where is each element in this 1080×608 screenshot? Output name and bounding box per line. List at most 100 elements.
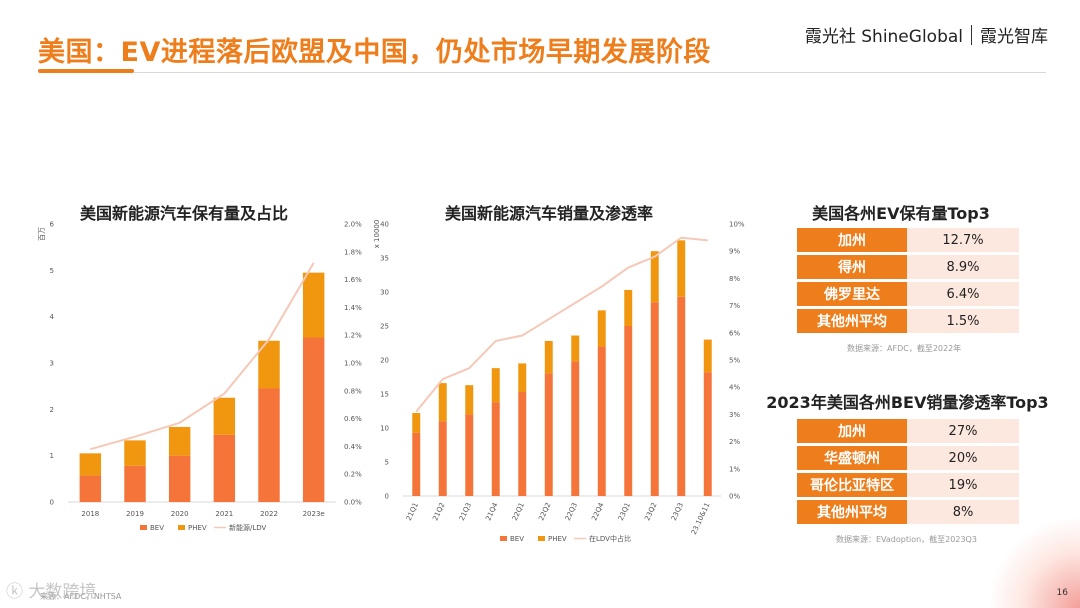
y2-tick-label: 8% xyxy=(729,275,740,283)
y2-tick-label: 7% xyxy=(729,302,740,310)
corner-decoration xyxy=(990,518,1080,608)
watermark-text: 大数跨境 xyxy=(28,582,97,602)
y2-tick-label: 1.4% xyxy=(344,304,362,312)
bar-phev xyxy=(518,363,527,392)
y-tick-label: 5 xyxy=(50,267,54,275)
table1-value: 1.5% xyxy=(907,309,1019,333)
bar-phev xyxy=(624,289,633,326)
title-underline xyxy=(38,69,134,73)
legend-label: 新能源/LDV xyxy=(229,523,267,532)
table1-value: 12.7% xyxy=(907,228,1019,252)
chart2-sales: 0 5 10 15 20 25 30 35 40 0% 1% 2% 3% 4% 5% 6% 7% 8% 9% 10% x… xyxy=(373,220,745,543)
y2-tick-label: 1.6% xyxy=(344,276,362,284)
bar-phev xyxy=(597,310,606,347)
table1-row: 佛罗里达 6.4% xyxy=(797,282,1019,306)
bar-phev xyxy=(124,440,146,466)
bar-phev xyxy=(650,251,659,303)
bar-bev xyxy=(465,414,474,496)
table2-value: 19% xyxy=(907,473,1019,497)
y-tick-label: 15 xyxy=(380,391,389,399)
table2-state: 哥伦比亚特区 xyxy=(797,473,907,497)
y2-tick-label: 6% xyxy=(729,329,740,337)
watermark: ⓚ 大数跨境 xyxy=(6,577,96,602)
table2-row: 哥伦比亚特区 19% xyxy=(797,473,1019,497)
bar-phev xyxy=(302,272,325,338)
x-tick-label: 2019 xyxy=(126,510,144,518)
table1-row: 得州 8.9% xyxy=(797,255,1019,279)
y2-tick-label: 5% xyxy=(729,357,740,365)
table1-row: 加州 12.7% xyxy=(797,228,1019,252)
x-tick-label: 23Q1 xyxy=(617,501,632,521)
x-tick-label: 2021 xyxy=(215,510,233,518)
page-number: 16 xyxy=(1056,588,1068,598)
chart1-holdings: 0 1 2 3 4 5 6 0.0% 0.2% 0.4% 0.6% 0.8% 1.0% 1.2% 1.4% 1… xyxy=(38,221,362,533)
y2-tick-label: 0.4% xyxy=(344,443,362,451)
brand-separator xyxy=(971,24,972,45)
y-axis-label: x 10000 xyxy=(373,220,381,249)
bar-bev xyxy=(518,391,527,496)
table1-ev-holdings: 加州 12.7% 得州 8.9% 佛罗里达 6.4% 其他州平均 1.5% xyxy=(797,225,1019,336)
y2-tick-label: 0.8% xyxy=(344,387,362,395)
x-tick-label: 23Q3 xyxy=(670,501,685,521)
page-title: 美国：EV进程落后欧盟及中国，仍处市场早期发展阶段 xyxy=(38,37,711,68)
y2-tick-label: 3% xyxy=(729,411,740,419)
legend-label: BEV xyxy=(150,524,164,532)
x-tick-label: 2018 xyxy=(81,510,99,518)
legend-swatch xyxy=(140,525,147,530)
y-tick-label: 30 xyxy=(380,289,389,297)
bar-phev xyxy=(544,340,553,374)
bar-bev xyxy=(302,337,325,502)
bar-bev xyxy=(213,434,236,502)
bar-bev xyxy=(597,346,606,496)
table2-row: 其他州平均 8% xyxy=(797,500,1019,524)
watermark-icon: ⓚ xyxy=(6,582,23,602)
bar-phev xyxy=(571,335,580,362)
y-tick-label: 0 xyxy=(385,493,389,501)
legend-label: PHEV xyxy=(188,524,207,532)
chart2-title: 美国新能源汽车销量及渗透率 xyxy=(445,204,654,223)
y-tick-label: 6 xyxy=(50,221,55,229)
x-tick-label: 22Q3 xyxy=(564,501,579,521)
bar-bev xyxy=(571,361,580,496)
table1-source: 数据来源：AFDC，截至2022年 xyxy=(847,344,962,353)
bar-bev xyxy=(412,432,421,496)
y2-tick-label: 0% xyxy=(729,493,740,501)
bar-bev xyxy=(703,372,712,496)
bar-phev xyxy=(465,385,474,415)
table2-title: 2023年美国各州BEV销量渗透率Top3 xyxy=(766,393,1049,412)
y2-tick-label: 2% xyxy=(729,438,740,446)
y-tick-label: 2 xyxy=(50,406,54,414)
bar-phev xyxy=(438,383,447,422)
y-axis-label: 百万 xyxy=(38,227,46,241)
line-share xyxy=(415,236,708,413)
table1-title: 美国各州EV保有量Top3 xyxy=(812,204,990,223)
y-tick-label: 5 xyxy=(385,459,389,467)
x-tick-label: 23.10&11 xyxy=(690,501,712,536)
title-divider xyxy=(134,72,1046,73)
x-tick-label: 21Q3 xyxy=(458,501,473,521)
table2-state: 华盛顿州 xyxy=(797,446,907,470)
y2-tick-label: 1.2% xyxy=(344,332,362,340)
brand-logo: 霞光社 ShineGlobal 霞光智库 xyxy=(805,22,1048,47)
x-tick-label: 2023e xyxy=(303,510,325,518)
table2-state: 其他州平均 xyxy=(797,500,907,524)
y-tick-label: 25 xyxy=(380,323,389,331)
x-tick-label: 2020 xyxy=(171,510,189,518)
table1-state: 加州 xyxy=(797,228,907,252)
bar-phev xyxy=(258,340,280,389)
bar-bev xyxy=(79,475,102,502)
legend-label: PHEV xyxy=(548,535,567,543)
bar-phev xyxy=(491,368,500,403)
table2-row: 华盛顿州 20% xyxy=(797,446,1019,470)
bar-phev xyxy=(168,426,191,456)
bar-phev xyxy=(412,413,421,433)
table2-value: 20% xyxy=(907,446,1019,470)
y-tick-label: 4 xyxy=(50,313,55,321)
line-share xyxy=(90,262,315,451)
bar-bev xyxy=(438,421,447,496)
y-tick-label: 20 xyxy=(380,357,389,365)
legend-swatch xyxy=(500,536,507,541)
bar-bev xyxy=(677,296,686,496)
table2-value: 27% xyxy=(907,419,1019,443)
table1-state: 佛罗里达 xyxy=(797,282,907,306)
